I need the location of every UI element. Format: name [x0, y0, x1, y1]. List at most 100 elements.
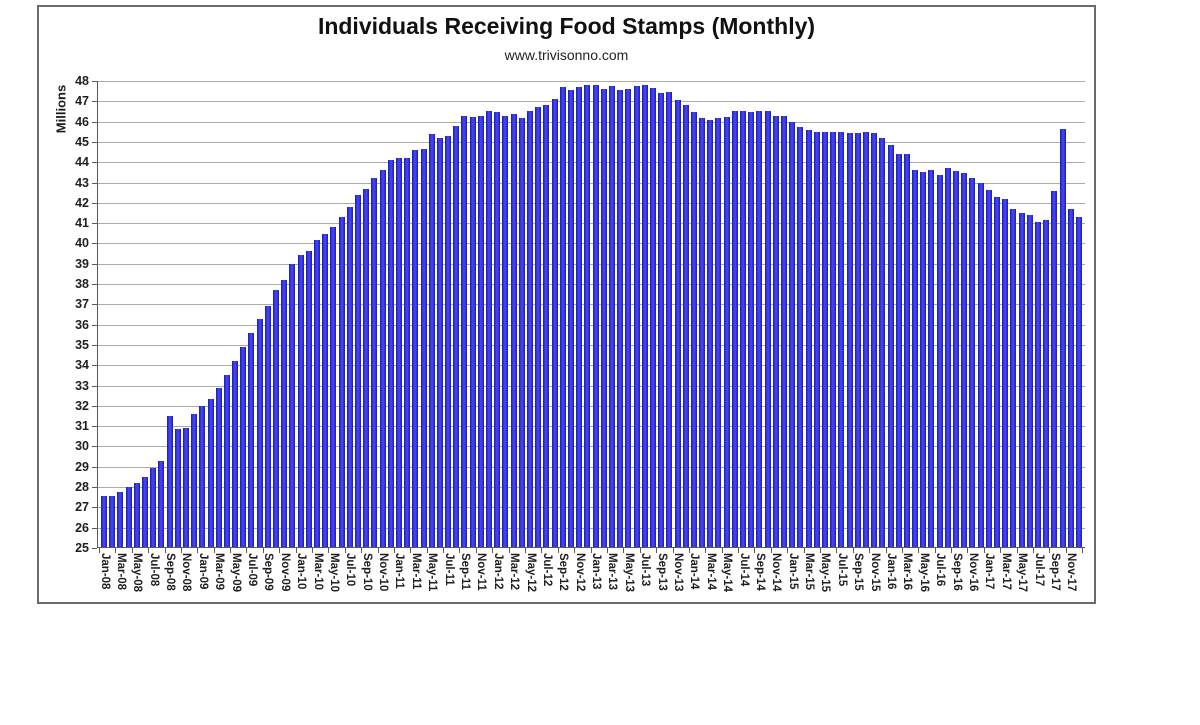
x-tick-mark: [901, 548, 903, 553]
y-tick-mark: [92, 527, 97, 529]
x-tick-mark: [508, 548, 510, 553]
bar: [141, 476, 148, 547]
x-tick-label: Mar-14: [704, 553, 717, 591]
bar: [420, 149, 427, 547]
x-tick-mark: [1082, 548, 1084, 553]
x-tick-mark: [803, 548, 805, 553]
bar: [461, 115, 468, 547]
x-tick-label: Jan-13: [590, 553, 603, 590]
x-tick-mark: [361, 548, 363, 553]
bar: [191, 414, 198, 547]
x-tick-label: May-12: [524, 553, 537, 592]
y-tick-label: 48: [75, 74, 89, 88]
y-tick-mark: [92, 81, 97, 82]
x-tick-label: Mar-17: [999, 553, 1012, 591]
x-tick-mark: [869, 548, 871, 553]
x-tick-mark: [393, 548, 395, 553]
y-tick-label: 35: [75, 337, 89, 352]
x-tick-label: Nov-16: [966, 553, 979, 592]
y-tick-mark: [92, 101, 97, 103]
y-tick-mark: [92, 344, 97, 346]
gridline: [98, 426, 1085, 428]
bar: [1010, 208, 1017, 547]
bar: [453, 125, 460, 547]
x-tick-mark: [426, 548, 428, 553]
gridline: [98, 405, 1085, 407]
bar: [821, 131, 828, 547]
x-tick-label: Nov-15: [868, 553, 881, 592]
x-tick-label: Mar-15: [803, 553, 816, 591]
x-tick-label: Jan-14: [688, 553, 701, 590]
bar: [371, 178, 378, 547]
x-tick-label: Mar-09: [213, 553, 226, 591]
y-tick-label: 41: [75, 216, 89, 231]
x-tick-mark: [656, 548, 658, 553]
bar: [797, 126, 804, 547]
y-tick-mark: [92, 365, 97, 367]
x-tick-label: Mar-13: [606, 553, 619, 591]
x-tick-label: Jan-08: [98, 553, 111, 590]
bar: [166, 416, 173, 547]
x-tick-mark: [852, 548, 854, 553]
bar: [240, 347, 247, 547]
gridline: [98, 304, 1085, 306]
gridline: [98, 121, 1085, 123]
y-tick-label: 34: [75, 358, 89, 373]
x-tick-mark: [770, 548, 772, 553]
bar: [977, 182, 984, 547]
x-tick-label: Jul-10: [344, 553, 357, 587]
y-tick-label: 40: [75, 236, 89, 251]
chart-subtitle: www.trivisonno.com: [504, 47, 629, 63]
x-tick-label: May-14: [721, 553, 734, 592]
x-tick-label: May-09: [229, 553, 242, 592]
bar: [305, 250, 312, 547]
bar: [805, 129, 812, 547]
x-tick-label: Jul-11: [442, 553, 455, 586]
x-tick-mark: [180, 548, 182, 553]
x-tick-label: Nov-09: [278, 553, 291, 592]
y-tick-label: 47: [75, 94, 89, 109]
x-tick-mark: [819, 548, 821, 553]
x-tick-mark: [787, 548, 789, 553]
y-tick-mark: [92, 182, 97, 184]
y-tick-mark: [92, 162, 97, 164]
x-tick-mark: [574, 548, 576, 553]
y-tick-label: 32: [75, 398, 89, 413]
bar: [264, 306, 271, 547]
x-tick-mark: [541, 548, 543, 553]
x-tick-mark: [738, 548, 740, 553]
x-tick-label: Nov-14: [770, 553, 783, 592]
x-tick-label: Jul-08: [147, 553, 160, 587]
bar: [781, 115, 788, 547]
bar: [1002, 198, 1009, 547]
gridline: [98, 263, 1085, 265]
bar: [846, 132, 853, 547]
bar: [936, 175, 943, 547]
bar: [789, 121, 796, 547]
y-tick-mark: [92, 304, 97, 306]
bar: [838, 131, 845, 547]
x-tick-label: May-10: [327, 553, 340, 592]
bar: [551, 99, 558, 547]
x-tick-label: Jul-13: [639, 553, 652, 587]
gridline: [98, 365, 1085, 367]
x-tick-mark: [279, 548, 281, 553]
x-tick-mark: [1049, 548, 1051, 553]
bar: [658, 93, 665, 547]
y-tick-mark: [92, 243, 97, 245]
bar: [1051, 190, 1058, 547]
bar: [699, 117, 706, 547]
bar: [568, 90, 574, 547]
y-tick-label: 29: [75, 459, 89, 474]
bar: [314, 240, 321, 547]
y-tick-mark: [92, 548, 97, 549]
y-tick-mark: [92, 487, 97, 489]
x-tick-label: Nov-08: [180, 553, 193, 592]
y-tick-label: 46: [75, 114, 89, 129]
bar: [944, 168, 951, 547]
bar: [469, 116, 476, 547]
y-tick-label: 36: [75, 317, 89, 332]
x-tick-mark: [443, 548, 445, 553]
gridline: [98, 223, 1085, 225]
bar: [674, 100, 681, 547]
